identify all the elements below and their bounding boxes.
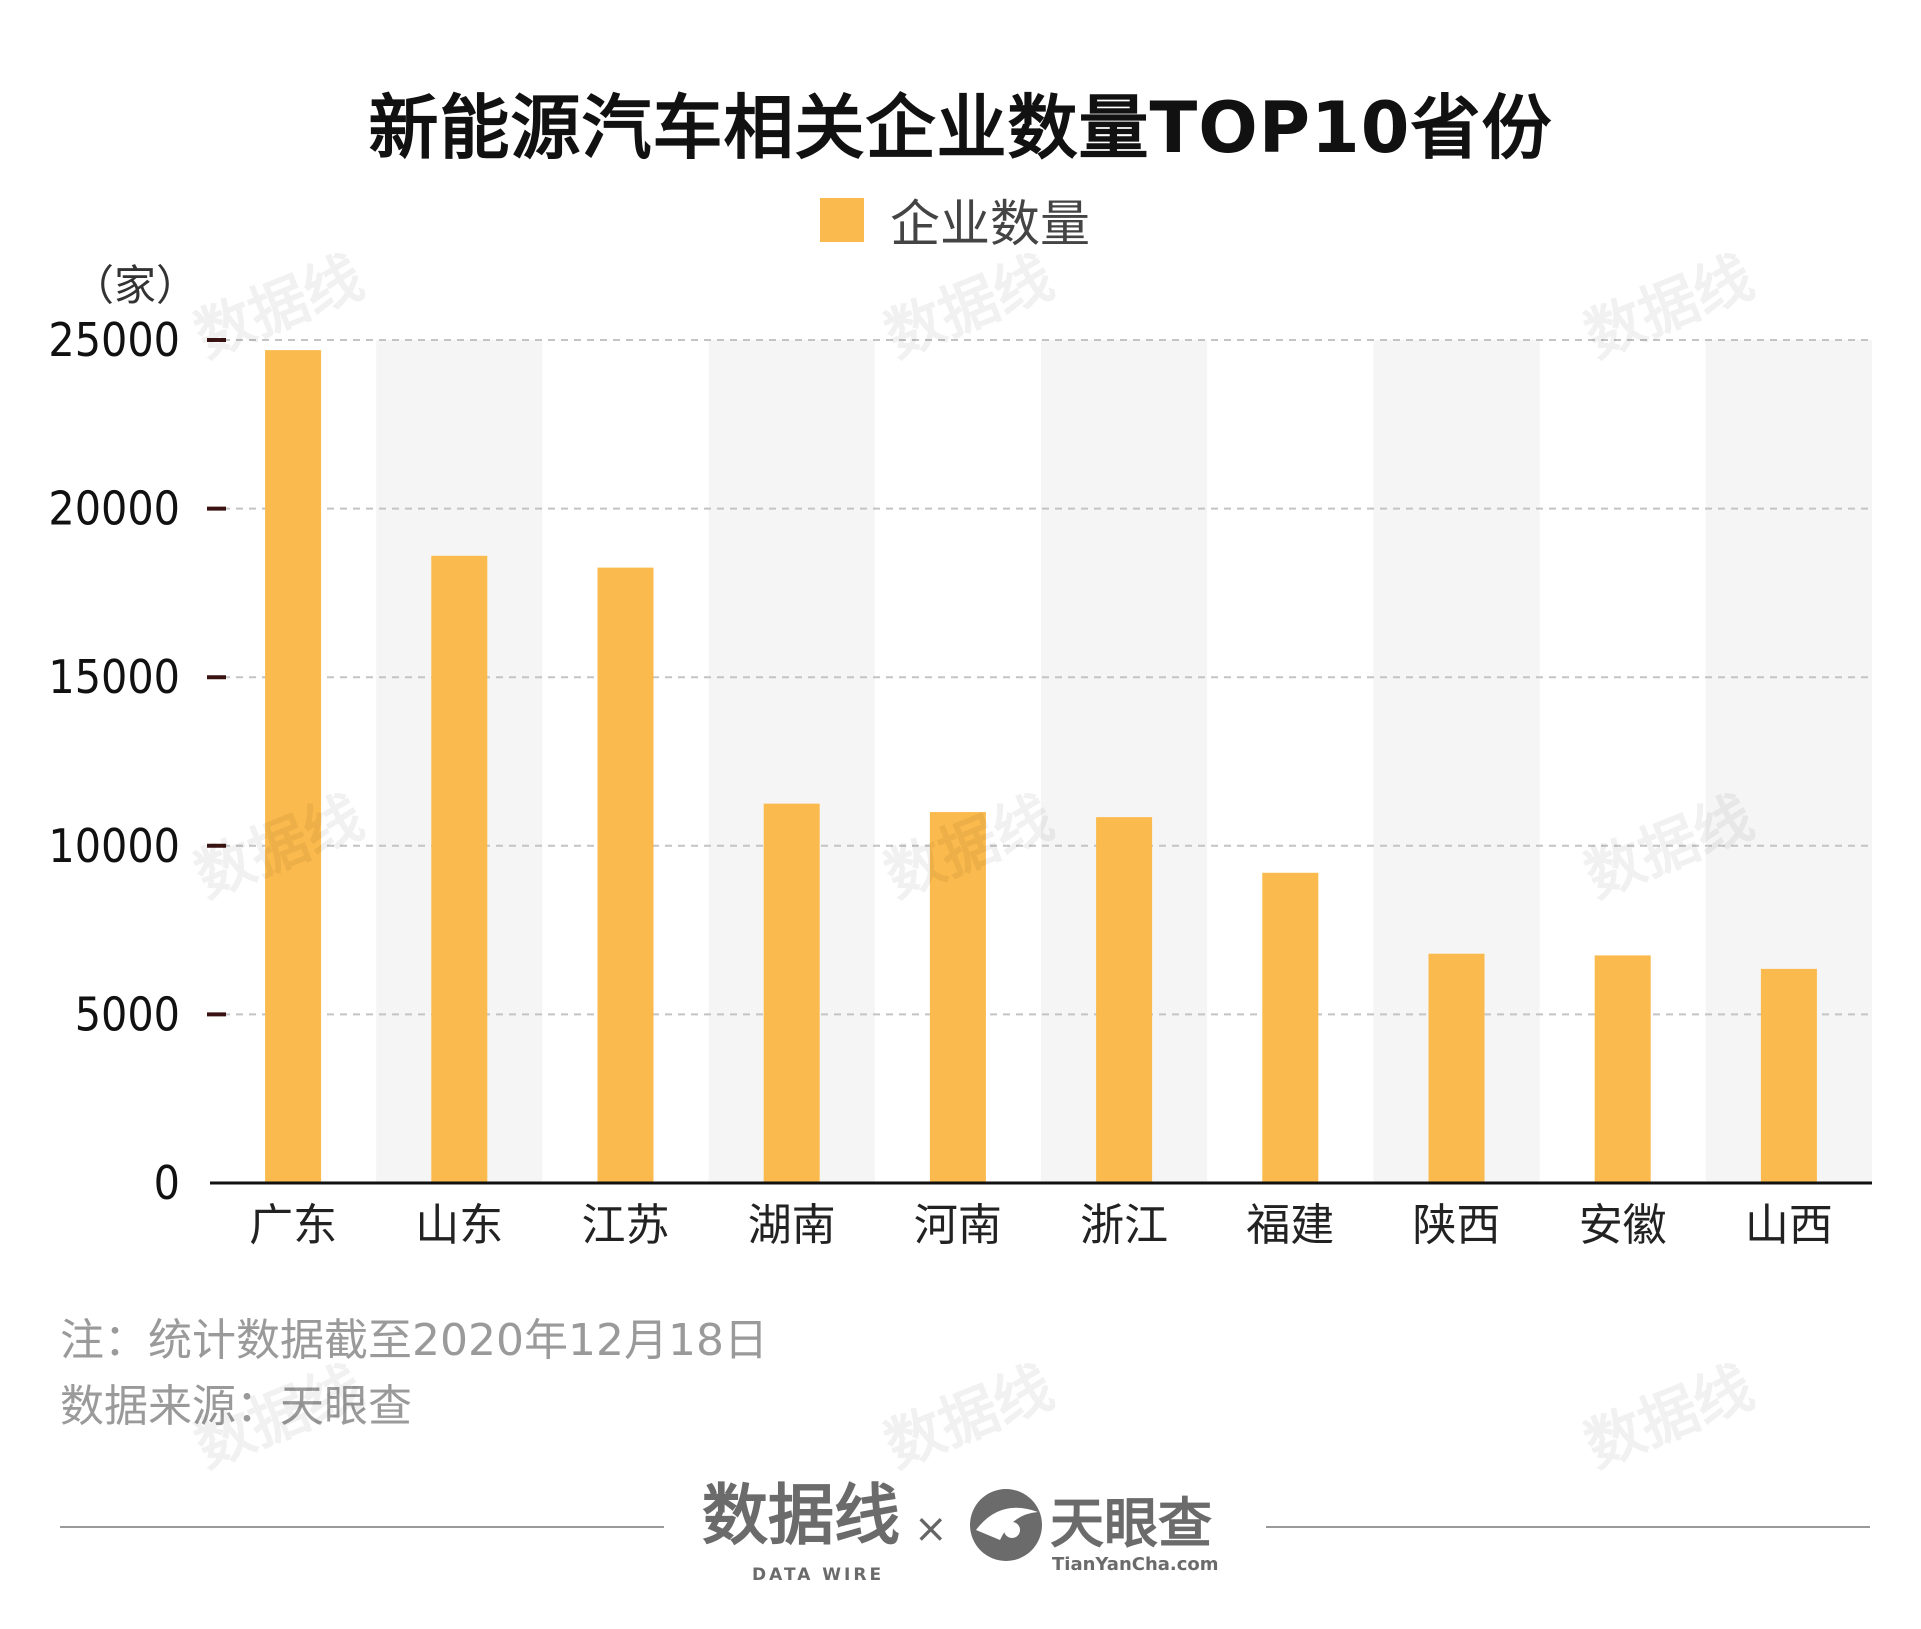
footer-cross: × xyxy=(914,1506,948,1552)
bar-福建 xyxy=(1262,872,1319,1183)
legend-swatch xyxy=(820,198,864,242)
bar-湖南 xyxy=(763,803,820,1183)
tianyancha-url: TianYanCha.com xyxy=(1052,1554,1219,1575)
y-tick-label-5000: 5000 xyxy=(75,987,180,1041)
bar-山东 xyxy=(431,555,488,1183)
bar-安徽 xyxy=(1594,955,1651,1183)
footer-divider-left xyxy=(60,1526,664,1528)
tianyancha-eye-icon xyxy=(970,1489,1042,1561)
note-date: 注：统计数据截至2020年12月18日 xyxy=(60,1315,768,1366)
bar-浙江 xyxy=(1096,817,1153,1183)
y-tick-label-0: 0 xyxy=(154,1156,180,1210)
bar-chart: 0 5000 10000 15000 20000 25000 广东 山东 江苏 湖南 河南 浙江 福建… xyxy=(48,261,1872,1251)
note-source: 数据来源：天眼查 xyxy=(60,1381,412,1432)
x-tick-label-福建: 福建 xyxy=(1246,1200,1334,1251)
x-tick-label-山西: 山西 xyxy=(1745,1200,1833,1251)
legend: 企业数量 xyxy=(820,195,1090,253)
y-unit-label: （家） xyxy=(72,261,198,310)
x-tick-label-河南: 河南 xyxy=(914,1200,1002,1251)
datawire-logo: 数据线 xyxy=(702,1477,900,1554)
note: 注：统计数据截至2020年12月18日 数据来源：天眼查 xyxy=(60,1308,768,1440)
y-tick-label-20000: 20000 xyxy=(48,482,180,536)
y-tick-label-25000: 25000 xyxy=(48,313,180,367)
x-tick-label-浙江: 浙江 xyxy=(1080,1200,1168,1251)
legend-label: 企业数量 xyxy=(890,195,1090,253)
x-axis: 广东 山东 江苏 湖南 河南 浙江 福建 陕西 安徽 山西 xyxy=(210,1181,1872,1251)
watermark-8: 数据线 xyxy=(1575,1352,1763,1481)
bar-广东 xyxy=(265,350,322,1184)
y-tick-label-15000: 15000 xyxy=(48,650,180,704)
x-tick-label-江苏: 江苏 xyxy=(582,1200,670,1251)
bar-河南 xyxy=(929,812,986,1183)
bar-陕西 xyxy=(1428,953,1485,1183)
y-axis: 0 5000 10000 15000 20000 25000 xyxy=(48,313,226,1210)
bar-山西 xyxy=(1760,968,1817,1183)
x-tick-label-安徽: 安徽 xyxy=(1579,1200,1667,1251)
tianyancha-logo: 天眼查 xyxy=(1050,1492,1212,1555)
footer-brands: 数据线 DATA WIRE × 天眼查 TianYanCha.com xyxy=(702,1477,1219,1585)
bar-江苏 xyxy=(597,567,654,1183)
x-tick-label-湖南: 湖南 xyxy=(748,1200,836,1251)
x-tick-label-山东: 山东 xyxy=(415,1200,503,1251)
datawire-logo-sub: DATA WIRE xyxy=(752,1565,884,1585)
y-tick-label-10000: 10000 xyxy=(48,819,180,873)
watermark-7: 数据线 xyxy=(875,1352,1063,1481)
footer-divider-right xyxy=(1266,1526,1870,1528)
x-tick-label-陕西: 陕西 xyxy=(1413,1200,1501,1251)
bars xyxy=(265,350,1817,1184)
x-tick-label-广东: 广东 xyxy=(249,1200,337,1251)
chart-title: 新能源汽车相关企业数量TOP10省份 xyxy=(368,87,1553,169)
